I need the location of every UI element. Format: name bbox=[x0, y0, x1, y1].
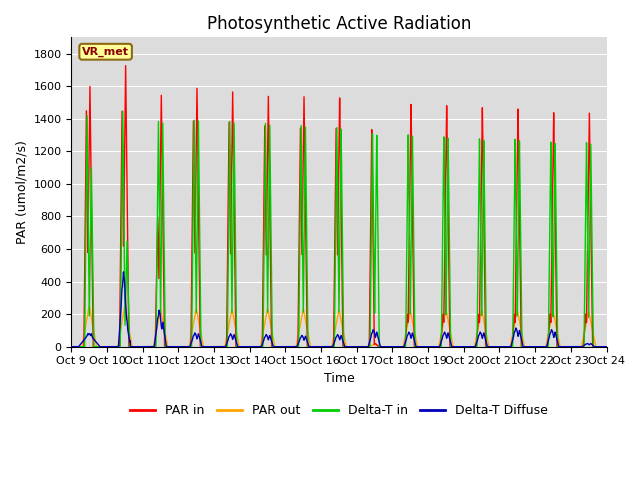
Delta-T in bbox=[68, 344, 76, 349]
Delta-T Diffuse bbox=[182, 344, 190, 349]
PAR out bbox=[268, 327, 276, 333]
Delta-T Diffuse bbox=[177, 344, 184, 349]
Delta-T Diffuse bbox=[413, 344, 420, 349]
PAR out bbox=[182, 344, 190, 349]
PAR in bbox=[177, 344, 184, 349]
Delta-T Diffuse bbox=[603, 344, 611, 349]
PAR in bbox=[68, 344, 76, 349]
PAR out bbox=[177, 344, 184, 349]
Line: PAR in: PAR in bbox=[72, 66, 607, 347]
Delta-T in bbox=[182, 344, 190, 349]
PAR in bbox=[603, 344, 611, 349]
Delta-T in bbox=[489, 344, 497, 349]
Y-axis label: PAR (umol/m2/s): PAR (umol/m2/s) bbox=[15, 140, 28, 244]
Delta-T in bbox=[268, 301, 276, 307]
PAR in bbox=[268, 344, 276, 349]
PAR in bbox=[489, 344, 497, 349]
PAR out bbox=[603, 344, 611, 349]
PAR out bbox=[68, 344, 76, 349]
X-axis label: Time: Time bbox=[324, 372, 355, 385]
Delta-T Diffuse bbox=[601, 344, 609, 349]
PAR out bbox=[413, 340, 420, 346]
PAR out bbox=[601, 344, 609, 349]
PAR out bbox=[489, 344, 497, 349]
Delta-T in bbox=[177, 344, 184, 349]
Text: VR_met: VR_met bbox=[82, 47, 129, 57]
Delta-T in bbox=[601, 344, 609, 349]
Delta-T in bbox=[413, 344, 420, 349]
Line: Delta-T in: Delta-T in bbox=[72, 111, 607, 347]
Title: Photosynthetic Active Radiation: Photosynthetic Active Radiation bbox=[207, 15, 471, 33]
Delta-T in bbox=[603, 344, 611, 349]
Legend: PAR in, PAR out, Delta-T in, Delta-T Diffuse: PAR in, PAR out, Delta-T in, Delta-T Dif… bbox=[125, 399, 553, 422]
PAR out bbox=[85, 302, 93, 308]
PAR in bbox=[413, 344, 420, 349]
Line: PAR out: PAR out bbox=[72, 305, 607, 347]
Delta-T Diffuse bbox=[68, 344, 76, 349]
Delta-T in bbox=[119, 108, 127, 114]
PAR in bbox=[182, 344, 190, 349]
Delta-T Diffuse bbox=[120, 269, 127, 275]
Delta-T Diffuse bbox=[268, 339, 276, 345]
PAR in bbox=[122, 63, 129, 69]
Delta-T Diffuse bbox=[489, 344, 497, 349]
Line: Delta-T Diffuse: Delta-T Diffuse bbox=[72, 272, 607, 347]
PAR in bbox=[601, 344, 609, 349]
